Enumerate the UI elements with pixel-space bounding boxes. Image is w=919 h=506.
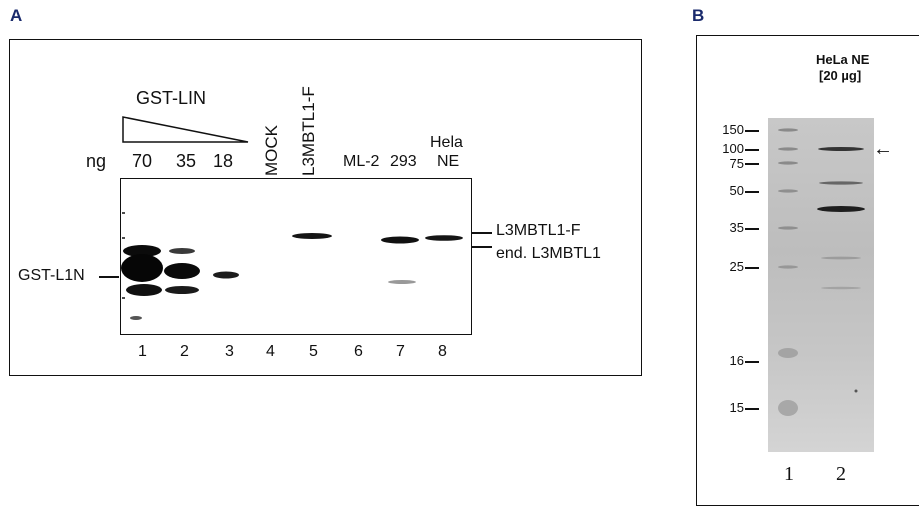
mw-16-tick [745,361,759,363]
l3mbtl1f-right-label: L3MBTL1-F [496,222,581,239]
mw-75-tick [745,163,759,165]
lane-a-8: 8 [438,343,447,360]
amount-70: 70 [132,151,153,171]
lane-a-7: 7 [396,343,405,360]
gst-l1n-label: GST-L1N [18,267,85,284]
amount-35: 35 [176,151,197,171]
mw-15: 15 [729,400,744,415]
lane-a-6: 6 [354,343,363,360]
panel-a-frame [9,39,642,376]
mw-25-tick [745,267,759,269]
mw-15-tick [745,408,759,410]
end-l3mbtl1-label: end. L3MBTL1 [496,245,601,262]
lane-b-1: 1 [784,463,794,485]
blot-a-bands [121,212,463,320]
mw-150: 150 [722,122,744,137]
cell-293-label: 293 [390,153,417,170]
panel-a-letter: A [10,6,23,25]
lane-a-4: 4 [266,343,275,360]
l3mbtl1f-pointer [472,232,492,234]
end-l3mbtl1-pointer [472,246,492,248]
mw-100-tick [745,149,759,151]
mw-16: 16 [729,353,744,368]
amount-18: 18 [213,151,234,171]
mw-50: 50 [729,183,744,198]
gel-b [768,118,874,452]
mw-35: 35 [729,220,744,235]
lane-a-3: 3 [225,343,234,360]
lane-a-2: 2 [180,343,189,360]
mw-150-tick [745,130,759,132]
lane-b-2: 2 [836,463,846,485]
lane-a-1: 1 [138,343,147,360]
lane-a-5: 5 [309,343,318,360]
hela-label: Hela [430,134,463,151]
ne-label: NE [437,153,460,170]
panel-b-title-2: [20 µg] [819,68,862,83]
ng-label: ng [86,151,107,171]
mw-50-tick [745,191,759,193]
mw-100: 100 [722,141,744,156]
gel-b-bands [778,128,865,416]
mock-label: MOCK [262,125,281,176]
mw-25: 25 [729,259,744,274]
panel-b-title-1: HeLa NE [816,52,870,67]
gradient-wedge [122,116,249,143]
panel-b-letter: B [692,6,705,25]
l3mbtl1f-vertical-label: L3MBTL1-F [299,86,318,176]
mw-35-tick [745,228,759,230]
gst-lin-label: GST-LIN [136,88,207,108]
band-arrow-icon: ← [873,138,893,160]
blot-a [120,178,472,335]
gst-l1n-pointer [99,276,119,278]
mw-75: 75 [729,156,744,171]
ml2-label: ML-2 [343,153,380,170]
